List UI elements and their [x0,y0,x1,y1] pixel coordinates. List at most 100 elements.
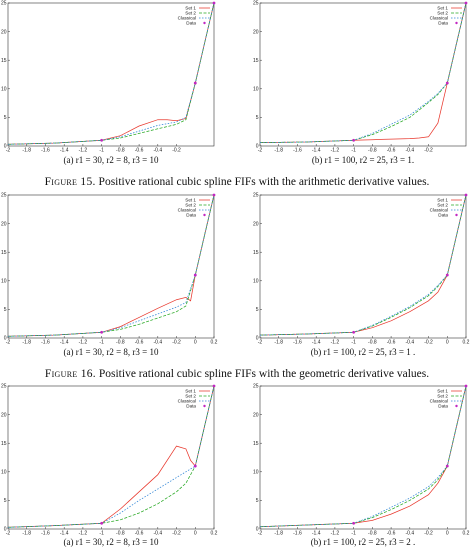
legend-label: Set 2 [437,11,448,16]
legend-swatch [455,21,458,25]
y-tick-label: 0 [4,144,7,150]
figure-text-16: Positive rational cubic spline FIFs with… [98,368,430,380]
x-tick-label: -0.6 [135,340,144,346]
y-tick-label: 25 [253,384,259,390]
x-tick-label: -0.8 [368,148,377,154]
plot-frame [7,194,215,339]
x-tick-label: -1.8 [274,531,283,537]
legend-label: Set 1 [185,198,196,203]
x-tick-label: -0.6 [387,340,396,346]
y-tick-label: 25 [1,384,7,390]
x-tick-label: 0.2 [463,340,470,346]
x-tick-label: -0.2 [172,148,181,154]
subcaption-row2-right: (b) r1 = 100, r2 = 25, r3 = 1 . [310,347,416,357]
x-tick-label: -0.8 [368,340,377,346]
legend-swatch [455,404,458,408]
x-tick-label: -1.6 [293,340,302,346]
plot-row3-left: 0 5 10 15 20 25 -2 -1.8 -1.6 -1.4 -1.2 -1 -0.8 -0.6 -0… [0,383,222,537]
legend-label: Data [186,213,196,218]
x-tick-label: -0.6 [387,531,396,537]
data-point [212,384,216,388]
x-tick-label: 0.2 [463,531,470,537]
x-tick-label: -2 [258,531,263,537]
y-tick-label: 20 [253,221,259,227]
legend-label: Classical [430,208,448,213]
y-tick-label: 10 [1,87,7,93]
series-line-classical [7,385,215,528]
x-tick-label: -0.4 [154,340,163,346]
series-line-set-2 [7,194,215,337]
x-tick-label: -2 [6,340,11,346]
x-tick-label: -1.2 [79,340,88,346]
legend-label: Classical [178,16,196,21]
series-line-set-2 [7,385,215,528]
x-tick-label: -0.4 [406,148,415,154]
x-tick-label: -1.6 [293,531,302,537]
series-line-set-1 [259,2,467,143]
x-tick-label: -1.8 [22,531,31,537]
x-tick-label: 0 [446,531,449,537]
y-tick-label: 20 [253,29,259,35]
x-tick-label: -0.2 [172,531,181,537]
plot-row2-right: 0 5 10 15 20 25 -2 -1.8 -1.6 -1.4 -1.2 -1 -0.8 -0.6 -0… [252,192,474,346]
y-tick-label: 10 [1,470,7,476]
x-tick-label: -1.4 [60,148,69,154]
data-point [193,273,197,277]
plot-row3-right: 0 5 10 15 20 25 -2 -1.8 -1.6 -1.4 -1.2 -1 -0.8 -0.6 -0… [252,383,474,537]
x-tick-label: -1.6 [41,531,50,537]
data-point [100,330,104,334]
y-tick-label: 5 [4,498,7,504]
x-tick-label: -1 [351,340,356,346]
series-line-set-2 [7,2,215,145]
x-tick-label: -1.8 [274,148,283,154]
data-point [212,193,216,197]
x-tick-label: -1.8 [22,340,31,346]
data-point [100,138,104,142]
x-tick-label: 0.2 [211,340,218,346]
x-tick-label: -0.4 [406,531,415,537]
x-tick-label: -0.2 [424,148,433,154]
x-tick-label: -2 [6,148,11,154]
data-point [193,464,197,468]
y-tick-label: 10 [253,279,259,285]
legend-swatch [203,213,206,217]
x-tick-label: -1.2 [79,531,88,537]
figure-caption-16: Figure 16. Positive rational cubic splin… [0,368,474,380]
data-point [212,1,216,5]
subcaption-row1-left: (a) r1 = 30, r2 = 8, r3 = 10 [63,155,159,165]
y-tick-label: 15 [1,250,7,256]
y-tick-label: 0 [256,144,259,150]
plot-frame [7,385,215,530]
x-tick-label: -1 [99,531,104,537]
x-tick-label: -2 [6,531,11,537]
x-tick-label: -1 [351,531,356,537]
y-tick-label: 15 [253,58,259,64]
legend-label: Data [438,21,448,26]
x-tick-label: -0.8 [368,531,377,537]
x-tick-label: -0.6 [135,531,144,537]
data-point [193,81,197,85]
x-tick-label: -0.8 [116,340,125,346]
x-tick-label: -1 [99,340,104,346]
x-tick-label: -1.4 [312,340,321,346]
x-tick-label: 0 [194,340,197,346]
series-line-classical [259,194,467,336]
legend-label: Set 1 [185,6,196,11]
legend-swatch [203,21,206,25]
y-tick-label: 5 [4,115,7,121]
x-tick-label: -0.8 [116,148,125,154]
figure-text-15: Positive rational cubic spline FIFs with… [98,176,430,188]
x-tick-label: -1 [351,148,356,154]
x-tick-label: -1.2 [79,148,88,154]
subcaption-row3-right: (b) r1 = 100, r2 = 25, r3 = 2 . [310,537,416,547]
y-tick-label: 15 [253,250,259,256]
data-point [464,384,468,388]
legend-label: Data [438,213,448,218]
figure-label-15: Figure 15. [44,176,96,188]
x-tick-label: 0.2 [211,531,218,537]
x-tick-label: -0.4 [406,340,415,346]
legend-swatch [203,404,206,408]
data-point [464,193,468,197]
x-tick-label: -0.8 [116,531,125,537]
legend-label: Set 2 [185,203,196,208]
